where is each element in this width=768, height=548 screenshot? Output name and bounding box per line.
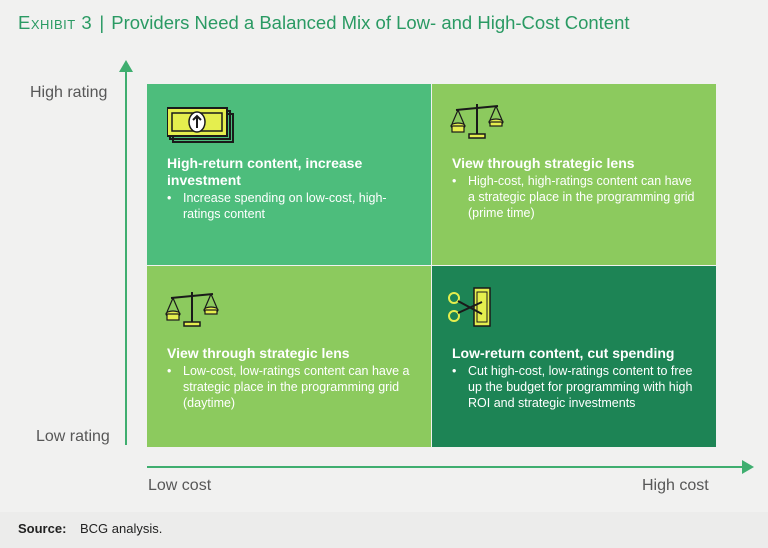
source-note: Source: BCG analysis. [0,512,768,548]
x-axis-low-label: Low cost [148,477,212,494]
balance-scale-icon [165,292,219,327]
y-axis-line [125,70,127,445]
bullet-dot: • [452,174,457,188]
exhibit-title: Exhibit 3 | Providers Need a Balanced Mi… [18,12,630,34]
source-text: BCG analysis. [80,521,163,536]
quadrant-heading: View through strategic lens [452,155,635,171]
quadrant-heading: High-return content, increase investment [167,155,363,188]
x-axis-high-label: High cost [642,477,709,494]
quadrant-bullet: • Low-cost, low-ratings content can have… [167,363,413,411]
quadrant-bullet: • Increase spending on low-cost, high-ra… [167,190,413,222]
y-axis-high-label: High rating [30,84,108,101]
x-axis-line [147,466,743,468]
quadrant-heading: View through strategic lens [167,345,350,361]
y-axis-arrow [119,60,133,72]
quadrant-heading: Low-return content, cut spending [452,345,675,361]
quadrant-strategic-low: View through strategic lens • Low-cost, … [147,266,431,447]
bullet-dot: • [167,191,172,205]
bullet-text: Cut high-cost, low-ratings content to fr… [468,364,693,410]
y-axis-low-label: Low rating [36,428,110,445]
bullet-dot: • [452,364,457,378]
quadrant-strategic-high: View through strategic lens • High-cost,… [432,84,716,265]
quadrant-high-return: High-return content, increase investment… [147,84,431,265]
bullet-text: Increase spending on low-cost, high-rati… [183,191,387,221]
balance-scale-icon [450,104,504,139]
scissors-money-icon [448,287,491,327]
bullet-dot: • [167,364,172,378]
money-up-icon [167,107,234,143]
bullet-text: Low-cost, low-ratings content can have a… [183,364,410,410]
quadrant-bullet: • High-cost, high-ratings content can ha… [452,173,698,221]
exhibit-number: Exhibit 3 [18,12,93,33]
quadrant-bullet: • Cut high-cost, low-ratings content to … [452,363,698,411]
title-text: Providers Need a Balanced Mix of Low- an… [111,12,630,33]
x-axis-arrow [742,460,754,474]
bullet-text: High-cost, high-ratings content can have… [468,174,695,220]
title-separator: | [99,12,105,33]
source-label: Source: [18,521,67,536]
quadrant-low-return: Low-return content, cut spending • Cut h… [432,266,716,447]
